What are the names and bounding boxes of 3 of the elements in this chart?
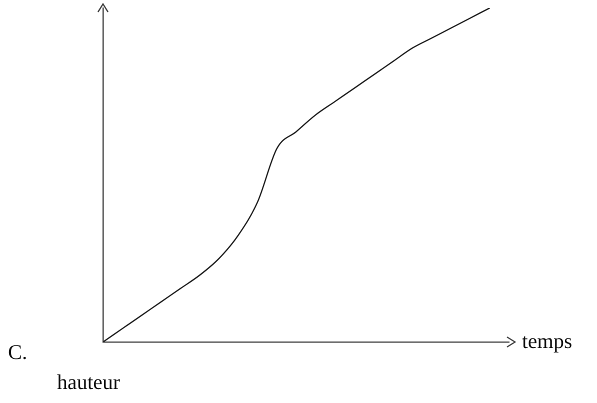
text: hauteur xyxy=(57,370,120,395)
x-axis-title: temps xyxy=(522,329,572,354)
text: C. xyxy=(8,340,28,365)
